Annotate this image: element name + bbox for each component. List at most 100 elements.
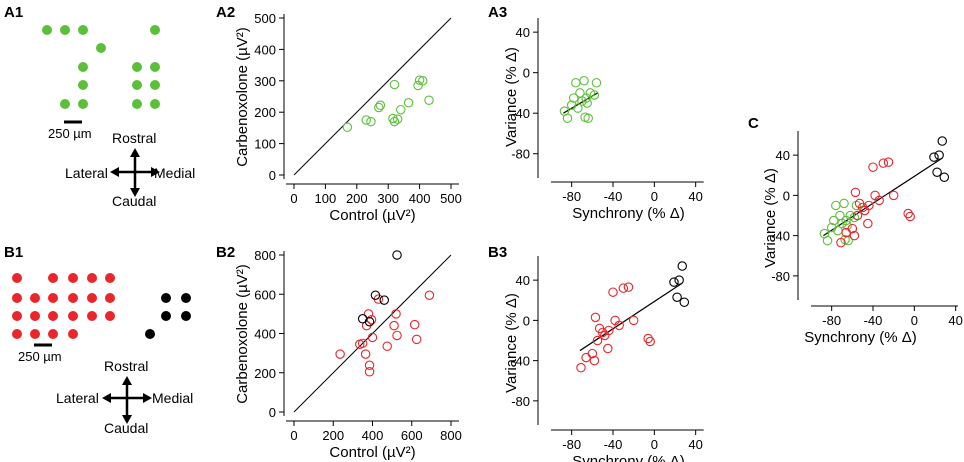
b1-electrode-black [145,329,155,339]
c-x-tick-label: -40 [864,313,883,328]
b1-electrode-black [161,293,171,303]
b3-point-red [590,312,601,323]
b1-arrowhead-left-icon [102,393,111,403]
c-point-green [851,200,862,211]
a1-compass-rostral: Rostral [112,130,156,146]
a2-y-tick-label: 100 [254,137,276,152]
panel-b1-label: B1 [4,244,23,261]
b1-electrode-red [48,329,58,339]
c-point-green [842,220,852,231]
c-point-red [903,208,913,219]
b1-electrode-red [30,311,40,321]
a2-x-tick-label: 0 [290,191,297,206]
c-y-tick-label: 0 [783,188,790,203]
a1-electrode [96,43,106,53]
b1-electrode-red [30,293,40,303]
chart-a2: A2 0 100 200 300 400 500 0 100 200 300 400 500 Contr… [216,4,462,224]
b2-point-red [424,290,435,300]
b3-point-red [628,315,639,326]
a1-electrode [132,99,142,109]
a1-arrowhead-left-icon [110,167,119,177]
b1-electrode-red [68,329,78,339]
a3-y-tick-label: -80 [511,147,530,162]
a3-y-tick-label: 40 [516,25,530,40]
a2-point-green [396,104,406,115]
a3-x-tick-label: -40 [604,189,623,204]
a3-x-axis-title: Synchrony (% Δ) [572,205,685,222]
c-point-black [932,167,942,177]
b1-compass-lateral: Lateral [56,390,99,406]
b3-point-red [614,320,624,331]
c-point-red [852,210,863,221]
c-point-black [939,172,950,183]
c-point-red [864,200,874,211]
a1-electrode [150,25,160,35]
b3-point-red [592,335,603,346]
a1-compass-medial: Medial [154,165,195,181]
c-y-tick-label: 40 [776,148,790,163]
b3-point-red [623,282,634,292]
b2-point-red [389,320,399,331]
b3-point-red [587,348,598,359]
b3-x-tick-label: -80 [562,437,581,452]
b2-point-red [392,330,402,341]
b2-x-tick-label: 200 [322,428,344,443]
a3-y-tick-label: 0 [523,66,530,81]
a3-y-axis-title: Variance (% Δ) [503,47,520,147]
a2-y-tick-label: 300 [254,74,276,89]
a1-electrode [78,25,88,35]
a2-point-green [366,116,376,127]
a3-x-tick-label: 40 [688,189,702,204]
b3-y-tick-label: 0 [523,313,530,328]
c-point-green [828,215,839,226]
b1-electrode-red [12,293,22,303]
b1-electrode-red [48,293,58,303]
a3-x-tick-label: 0 [651,189,658,204]
c-point-red [874,195,884,206]
b1-electrode-red [68,273,78,283]
b3-point-red [618,283,629,293]
b2-x-tick-label: 0 [290,428,297,443]
b3-point-red [608,287,618,297]
a2-point-green [413,80,423,91]
a1-electrode [132,80,142,90]
a2-identity-line [293,17,452,176]
b1-scale-label: 250 µm [18,349,62,364]
c-point-black [929,152,939,162]
a3-x-tick-label: -80 [562,189,581,204]
a2-y-tick-label: 0 [269,168,276,183]
b2-point-black [364,316,375,327]
a2-point-green [403,98,414,108]
panel-b2-label: B2 [216,244,235,261]
c-point-green [839,198,849,209]
b3-point-red [589,355,600,366]
b2-point-red [360,349,371,359]
b1-electrode-red [105,273,115,283]
a2-y-tick-label: 200 [254,105,276,120]
a1-electrode [78,62,88,72]
a1-electrode [150,62,160,72]
b2-y-tick-label: 200 [254,366,276,381]
a3-point-green [566,100,577,110]
b2-point-red [409,319,420,330]
b3-point-black [674,275,684,285]
a3-point-green [589,90,600,100]
a2-point-green [342,122,353,133]
b2-y-tick-label: 800 [254,248,276,263]
panel-b3-label: B3 [488,244,507,261]
a3-point-green [573,103,583,113]
b3-point-red [603,343,613,354]
b2-x-tick-label: 800 [440,428,462,443]
a2-point-green [361,115,371,125]
a1-scale-label: 250 µm [48,126,92,141]
b1-electrode-red [48,273,58,283]
panel-b1: B1 250 µm Rostral Caudal Lateral Medial [4,244,193,436]
panel-a3-label: A3 [488,4,507,21]
c-point-green [831,200,841,211]
b3-y-axis-title: Variance (% Δ) [503,293,520,393]
b1-electrode-black [181,311,191,321]
a1-compass-lateral: Lateral [65,165,108,181]
